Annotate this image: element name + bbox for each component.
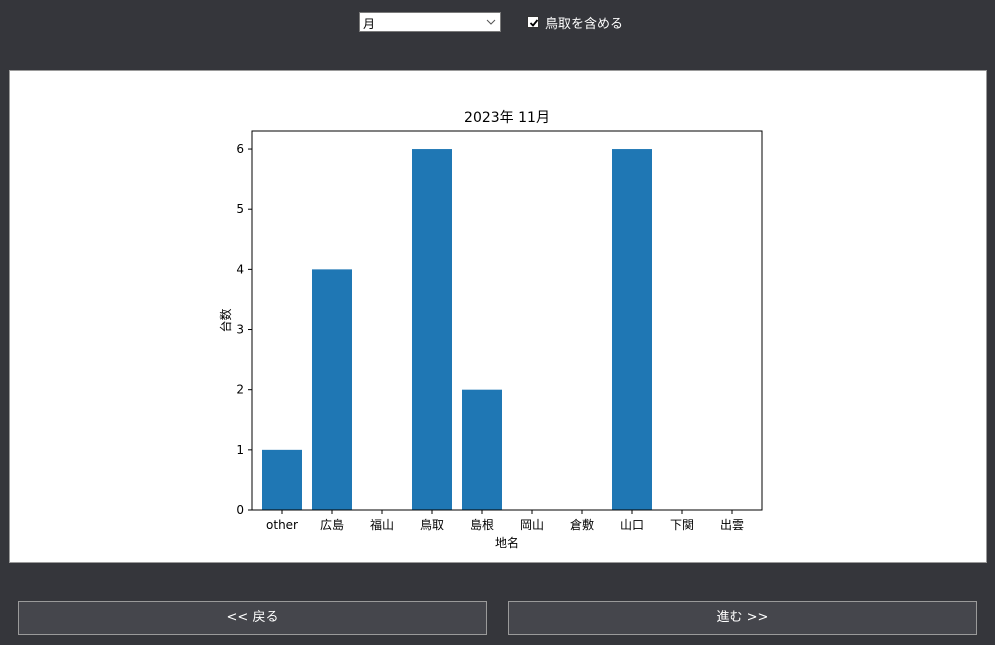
y-tick-label: 4 <box>236 262 244 276</box>
x-tick-label: 鳥取 <box>420 517 444 532</box>
y-axis-label: 台数 <box>218 308 233 332</box>
bar-1 <box>312 269 352 510</box>
chart-title: 2023年 11月 <box>464 110 550 126</box>
bar-0 <box>262 449 302 510</box>
y-tick-label: 2 <box>236 383 244 397</box>
x-axis-label: 地名 <box>495 535 519 550</box>
plot-panel: other 広島 福山 鳥取 島根 岡山 倉敷 山口 下関 出雲 0 1 2 3 4 5 6 2023年 11月地… <box>9 70 987 563</box>
y-tick-label: 3 <box>236 323 244 337</box>
next-button[interactable]: 進む >> <box>508 601 977 635</box>
bar-3 <box>412 149 452 511</box>
toolbar: 月 鳥取を含める <box>0 0 995 45</box>
x-tick-label: 岡山 <box>520 518 544 532</box>
y-tick-label: 1 <box>236 443 244 457</box>
bar-7 <box>612 149 652 511</box>
y-tick-label: 5 <box>236 202 244 216</box>
include-tottori-toggle[interactable]: 鳥取を含める <box>527 13 624 32</box>
x-tick-label: 広島 <box>320 517 344 532</box>
y-tick-label: 0 <box>236 503 244 517</box>
plot-frame <box>251 130 763 511</box>
x-tick-label: 福山 <box>370 517 394 532</box>
chevron-down-icon <box>486 19 496 25</box>
include-tottori-checkbox[interactable] <box>527 16 539 28</box>
x-tick-label: 島根 <box>470 517 494 532</box>
period-select[interactable]: 月 <box>359 12 501 32</box>
bar-chart: other 広島 福山 鳥取 島根 岡山 倉敷 山口 下関 出雲 0 1 2 3 4 5 6 2023年 11月地… <box>218 110 763 550</box>
x-tick-label: 下関 <box>670 518 694 532</box>
y-tick-label: 6 <box>236 142 244 156</box>
checkmark-icon <box>529 19 539 27</box>
back-button[interactable]: << 戻る <box>18 601 487 635</box>
x-tick-label: 出雲 <box>720 518 744 532</box>
include-tottori-label: 鳥取を含める <box>545 16 624 32</box>
x-tick-label: other <box>266 518 298 532</box>
x-tick-label: 倉敷 <box>570 517 594 532</box>
period-select-value: 月 <box>363 17 376 31</box>
x-tick-label: 山口 <box>620 518 644 532</box>
bar-4 <box>462 389 502 510</box>
